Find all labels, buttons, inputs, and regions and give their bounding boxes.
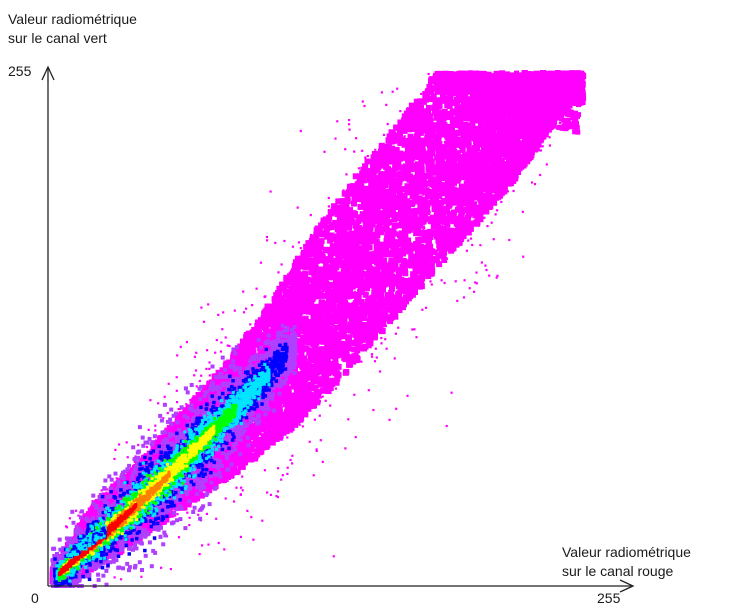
density-point-2534 bbox=[162, 433, 169, 440]
density-point-2381 bbox=[297, 328, 304, 335]
density-point-515 bbox=[516, 121, 523, 128]
density-point-1586 bbox=[430, 223, 437, 230]
density-point-1403 bbox=[358, 326, 365, 333]
density-point-1597 bbox=[375, 284, 381, 291]
density-point-2782 bbox=[440, 253, 447, 260]
density-point-598 bbox=[360, 191, 367, 198]
density-point-2318 bbox=[468, 196, 475, 203]
density-point-885 bbox=[355, 196, 362, 202]
density-point-3024 bbox=[310, 340, 317, 347]
density-point-1402 bbox=[404, 198, 411, 205]
density-point-2326 bbox=[288, 425, 295, 432]
density-point-2802 bbox=[300, 251, 307, 258]
density-point-552 bbox=[441, 111, 448, 118]
density-point-2155 bbox=[362, 291, 369, 298]
density-point-1749 bbox=[305, 308, 312, 315]
density-point-444 bbox=[327, 319, 334, 326]
density-point-1077 bbox=[294, 255, 301, 262]
density-point-1965 bbox=[304, 339, 311, 346]
density-point-522 bbox=[276, 285, 283, 292]
density-point-2662 bbox=[407, 126, 413, 133]
density-point-1888 bbox=[314, 278, 321, 285]
density-points bbox=[49, 70, 587, 588]
density-point-1195 bbox=[491, 199, 498, 206]
density-point-608 bbox=[219, 367, 226, 374]
density-point-60 bbox=[334, 375, 341, 382]
density-point-1453 bbox=[440, 92, 446, 98]
density-point-488 bbox=[433, 257, 440, 264]
density-point-501 bbox=[292, 377, 299, 384]
density-point-174 bbox=[489, 131, 496, 138]
density-point-2143 bbox=[443, 245, 449, 252]
density-point-1924 bbox=[363, 308, 370, 315]
density-point-415 bbox=[404, 170, 411, 177]
density-point-696 bbox=[450, 210, 457, 217]
density-point-1494 bbox=[288, 297, 295, 304]
density-point-1279 bbox=[293, 280, 300, 287]
density-point-1492 bbox=[366, 267, 373, 274]
density-point-954 bbox=[459, 147, 466, 153]
density-point-1637 bbox=[352, 268, 359, 275]
density-point-403 bbox=[303, 345, 310, 352]
density-point-1170 bbox=[342, 369, 349, 376]
density-point-2455 bbox=[424, 209, 431, 216]
density-point-1999 bbox=[370, 195, 376, 202]
density-point-1184 bbox=[453, 215, 460, 222]
density-point-2319 bbox=[454, 150, 461, 157]
density-point-2222 bbox=[380, 257, 387, 264]
density-point-977 bbox=[468, 220, 475, 227]
density-point-2620 bbox=[436, 193, 443, 199]
density-point-2911 bbox=[313, 339, 320, 346]
density-point-2743 bbox=[379, 171, 385, 178]
density-point-3647 bbox=[357, 203, 364, 210]
density-point-1643 bbox=[455, 155, 462, 162]
density-point-2558 bbox=[329, 380, 336, 387]
density-point-1524 bbox=[402, 278, 409, 284]
density-point-1885 bbox=[352, 173, 359, 180]
density-point-1730 bbox=[441, 257, 448, 263]
density-point-2015 bbox=[344, 197, 351, 204]
density-point-2424 bbox=[388, 129, 395, 136]
density-point-1866 bbox=[373, 182, 380, 189]
density-point-2891 bbox=[361, 322, 368, 329]
density-point-2804 bbox=[381, 314, 387, 321]
density-point-2509 bbox=[375, 163, 382, 170]
density-point-196 bbox=[333, 379, 340, 386]
density-point-2498 bbox=[435, 218, 442, 225]
density-point-2173 bbox=[393, 252, 400, 259]
density-point-4669 bbox=[344, 192, 351, 199]
density-point-2044 bbox=[292, 297, 299, 304]
density-point-2670 bbox=[307, 245, 314, 251]
density-point-2674 bbox=[454, 194, 461, 201]
density-point-2871 bbox=[425, 104, 432, 111]
density-point-115 bbox=[331, 203, 338, 210]
density-point-2733 bbox=[455, 168, 462, 174]
density-point-1827 bbox=[465, 177, 472, 184]
